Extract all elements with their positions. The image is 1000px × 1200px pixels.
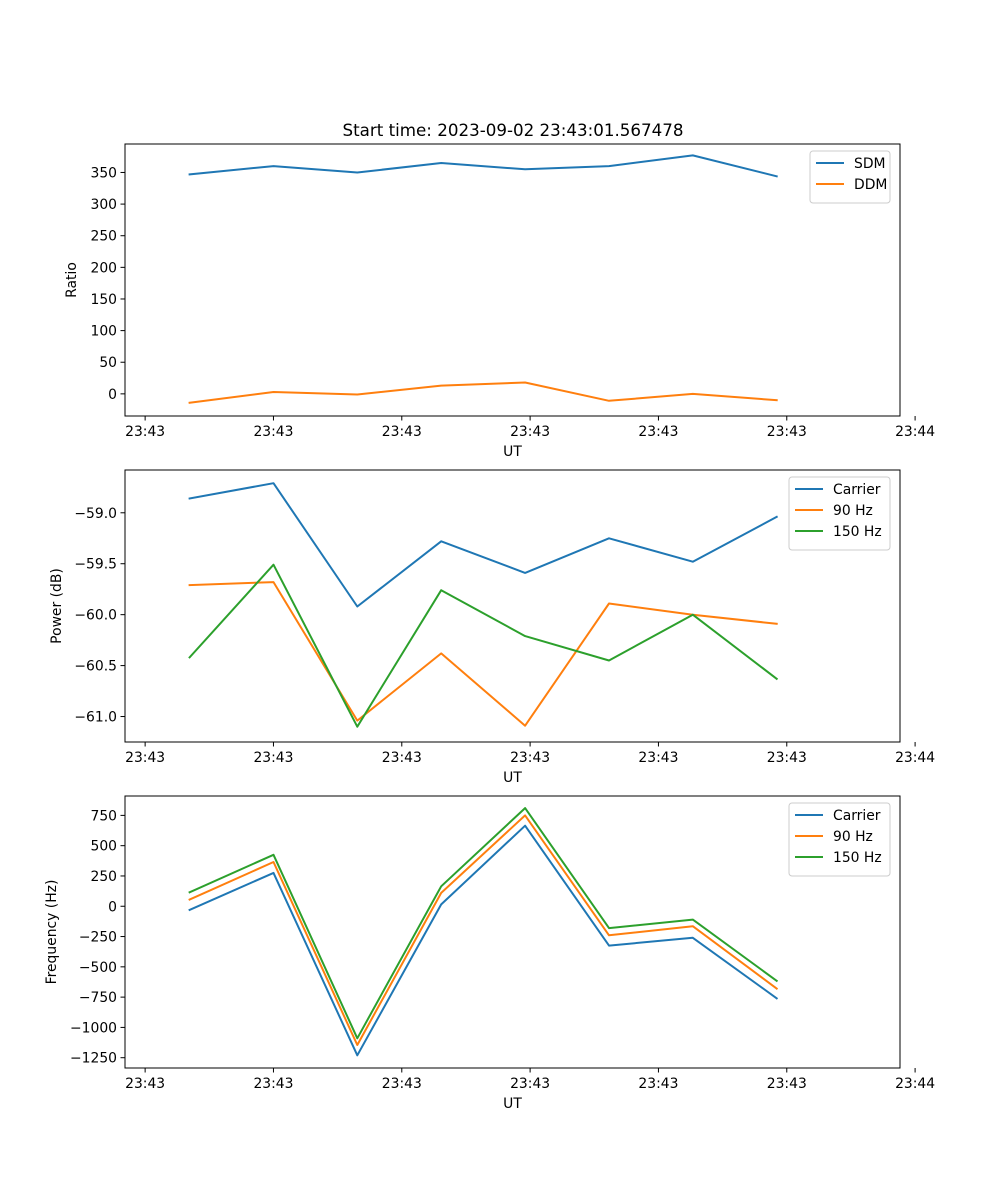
y-tick-label: 300 xyxy=(90,197,117,213)
y-tick-label: −61.0 xyxy=(74,710,117,726)
legend-label: Carrier xyxy=(833,482,881,498)
legend-label: 150 Hz xyxy=(833,850,882,866)
figure-title: Start time: 2023-09-02 23:43:01.567478 xyxy=(343,120,684,140)
x-tick-label: 23:43 xyxy=(510,424,550,440)
x-tick-label: 23:43 xyxy=(253,1076,293,1092)
x-tick-label: 23:43 xyxy=(638,424,678,440)
x-tick-label: 23:43 xyxy=(510,1076,550,1092)
x-tick-label: 23:44 xyxy=(895,1076,935,1092)
y-tick-label: 0 xyxy=(108,899,117,915)
y-tick-label: 100 xyxy=(90,324,117,340)
series-line-ddm xyxy=(188,381,778,404)
x-tick-label: 23:43 xyxy=(638,750,678,766)
legend-label: DDM xyxy=(854,177,887,193)
x-tick-label: 23:43 xyxy=(767,750,807,766)
y-tick-label: −250 xyxy=(79,930,117,946)
x-tick-label: 23:43 xyxy=(382,424,422,440)
y-tick-label: 250 xyxy=(90,869,117,885)
chart-panel-1: 23:43 23:43 23:43 23:43 23:43 23:43 23:44 0 50 10… xyxy=(64,143,935,460)
x-tick-label: 23:43 xyxy=(125,750,165,766)
chart-panel-3: 23:43 23:43 23:43 23:43 23:43 23:43 23:44 −1250… xyxy=(44,795,935,1112)
x-tick-label: 23:44 xyxy=(895,424,935,440)
y-tick-label: −60.5 xyxy=(74,659,117,675)
x-axis-label: UT xyxy=(503,770,522,786)
axes-frame xyxy=(124,469,901,743)
axes-frame xyxy=(124,795,901,1069)
y-tick-label: −59.5 xyxy=(74,557,117,573)
y-tick-label: 250 xyxy=(90,229,117,245)
y-axis-label: Ratio xyxy=(64,262,80,298)
series-line-sdm xyxy=(188,154,778,178)
y-tick-label: −59.0 xyxy=(74,506,117,522)
y-tick-label: −1250 xyxy=(70,1051,117,1067)
legend: SDM DDM xyxy=(809,150,891,204)
x-tick-label: 23:43 xyxy=(382,750,422,766)
series-line-90-hz xyxy=(188,581,778,727)
x-tick-label: 23:43 xyxy=(767,1076,807,1092)
y-tick-label: 50 xyxy=(99,355,117,371)
x-tick-label: 23:43 xyxy=(767,424,807,440)
y-tick-label: 350 xyxy=(90,165,117,181)
series-line-carrier xyxy=(188,824,779,1057)
y-axis-label: Frequency (Hz) xyxy=(44,880,60,985)
x-tick-label: 23:43 xyxy=(638,1076,678,1092)
x-tick-label: 23:43 xyxy=(382,1076,422,1092)
y-axis-label: Power (dB) xyxy=(49,568,65,644)
legend: Carrier 90 Hz 150 Hz xyxy=(788,476,891,551)
legend-label: 90 Hz xyxy=(833,829,873,845)
y-tick-label: 750 xyxy=(90,808,117,824)
axes-frame xyxy=(124,143,901,417)
x-tick-label: 23:43 xyxy=(253,424,293,440)
x-axis-label: UT xyxy=(503,1096,522,1112)
x-tick-label: 23:43 xyxy=(510,750,550,766)
series-line-150-hz xyxy=(188,563,779,728)
y-tick-label: 500 xyxy=(90,839,117,855)
y-tick-label: −500 xyxy=(79,960,117,976)
legend-label: 150 Hz xyxy=(833,524,882,540)
x-tick-label: 23:43 xyxy=(125,424,165,440)
x-axis-label: UT xyxy=(503,444,522,460)
y-tick-label: 150 xyxy=(90,292,117,308)
y-tick-label: 200 xyxy=(90,260,117,276)
chart-panel-2: 23:43 23:43 23:43 23:43 23:43 23:43 23:44 −61.0… xyxy=(49,469,935,786)
x-tick-label: 23:43 xyxy=(253,750,293,766)
legend-label: 90 Hz xyxy=(833,503,873,519)
y-tick-label: −1000 xyxy=(70,1020,117,1036)
y-tick-label: −60.0 xyxy=(74,608,117,624)
plots-container: 23:43 23:43 23:43 23:43 23:43 23:43 23:44 0 50 10… xyxy=(44,143,935,1112)
series-line-90-hz xyxy=(188,814,779,1046)
y-tick-label: 0 xyxy=(108,387,117,403)
legend-label: SDM xyxy=(854,156,886,172)
x-tick-label: 23:44 xyxy=(895,750,935,766)
x-tick-label: 23:43 xyxy=(125,1076,165,1092)
series-line-150-hz xyxy=(188,807,779,1040)
series-line-carrier xyxy=(188,482,779,608)
legend: Carrier 90 Hz 150 Hz xyxy=(788,802,891,877)
legend-label: Carrier xyxy=(833,808,881,824)
y-tick-label: −750 xyxy=(79,990,117,1006)
